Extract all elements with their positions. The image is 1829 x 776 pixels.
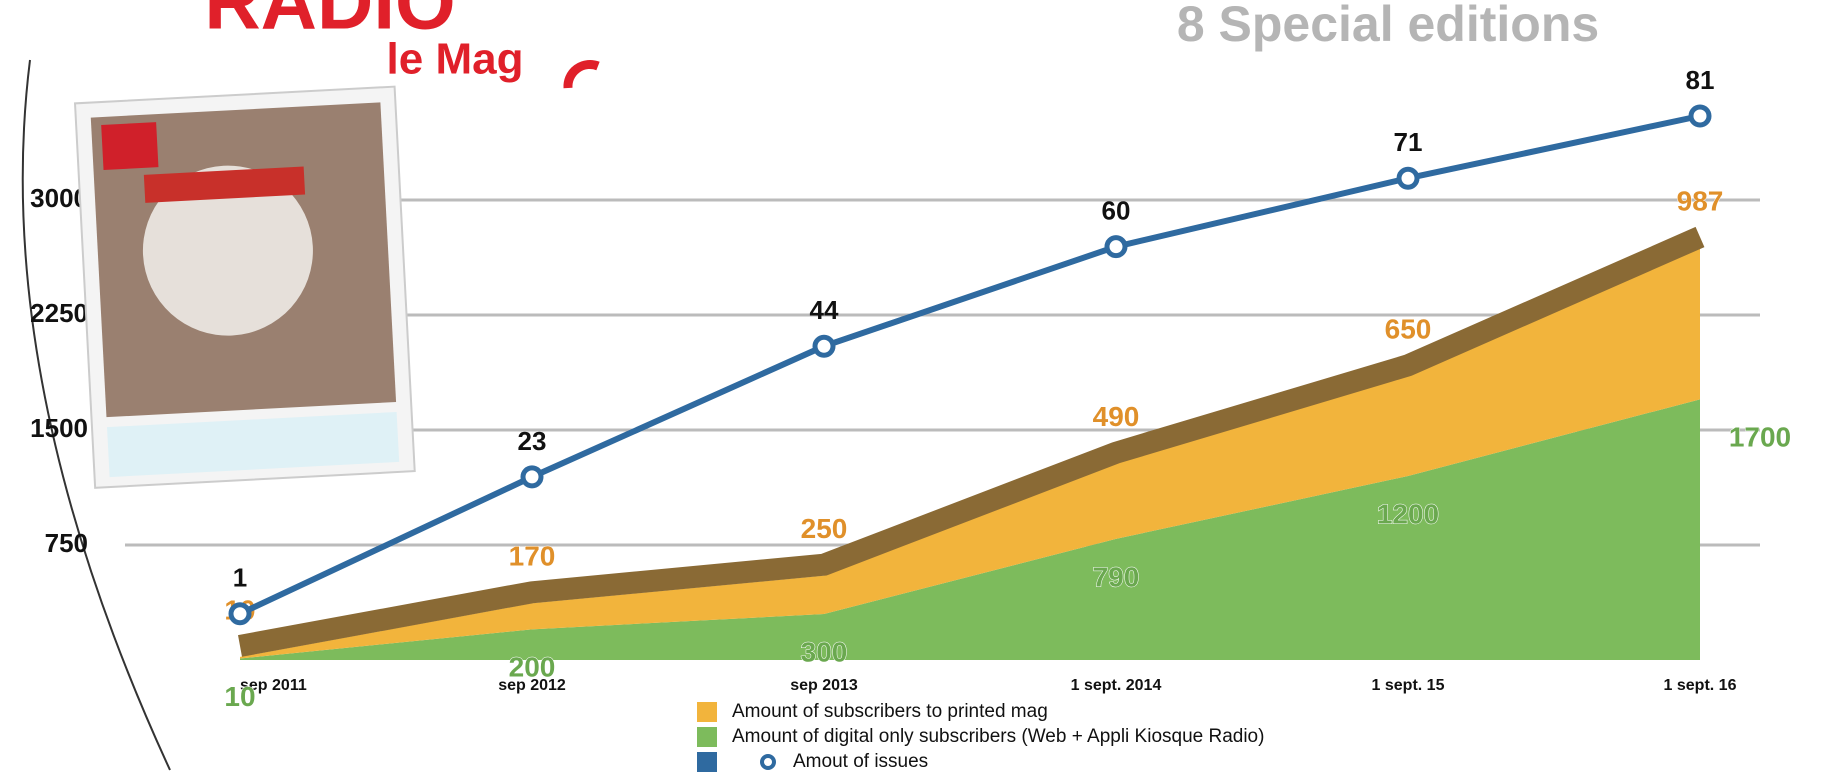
value-label: 1 xyxy=(233,563,247,593)
logo-subtitle: le Mag xyxy=(387,35,524,84)
legend-swatch xyxy=(697,702,717,722)
legend-label: Amout of issues xyxy=(793,751,928,772)
value-label: 650 xyxy=(1385,314,1432,345)
value-label: 10 xyxy=(224,681,255,712)
legend-label: Amount of subscribers to printed mag xyxy=(732,701,1048,722)
y-tick-label: 750 xyxy=(45,528,88,558)
value-label: 250 xyxy=(801,513,848,544)
logo-icon xyxy=(568,64,598,88)
legend-swatch xyxy=(697,727,717,747)
chart: RADIO le Mag 8 Special editions 75015002… xyxy=(0,0,1829,776)
magazine-cover xyxy=(75,87,415,488)
x-tick-label: 1 sept. 15 xyxy=(1372,677,1445,694)
value-label: 71 xyxy=(1394,127,1423,157)
value-label: 300 xyxy=(801,636,848,667)
line-marker xyxy=(815,337,833,355)
legend-label: Amount of digital only subscribers (Web … xyxy=(732,726,1264,747)
legend: Amount of subscribers to printed mag Amou… xyxy=(697,701,1264,772)
legend-swatch xyxy=(697,752,717,772)
x-tick-label: 1 sept. 16 xyxy=(1664,677,1737,694)
value-label: 60 xyxy=(1102,196,1131,226)
x-tick-label: 1 sept. 2014 xyxy=(1071,677,1162,694)
line-marker xyxy=(1107,238,1125,256)
line-marker xyxy=(523,468,541,486)
cover-logo xyxy=(101,122,158,170)
y-tick-label: 1500 xyxy=(30,413,88,443)
value-label: 490 xyxy=(1093,401,1140,432)
annotation: 8 Special editions xyxy=(1177,0,1599,52)
value-label: 1200 xyxy=(1377,498,1439,529)
value-label: 23 xyxy=(518,426,547,456)
value-label: 790 xyxy=(1093,561,1140,592)
legend-marker xyxy=(762,756,774,768)
value-label: 81 xyxy=(1686,65,1715,95)
value-label: 987 xyxy=(1677,185,1724,216)
value-label: 1700 xyxy=(1729,422,1791,453)
value-label: 200 xyxy=(509,652,556,683)
line-marker xyxy=(1691,107,1709,125)
value-label: 170 xyxy=(509,541,556,572)
line-marker xyxy=(1399,169,1417,187)
line-marker xyxy=(231,605,249,623)
x-tick-label: sep 2013 xyxy=(790,677,858,694)
value-label: 44 xyxy=(810,295,839,325)
y-tick-label: 2250 xyxy=(30,298,88,328)
